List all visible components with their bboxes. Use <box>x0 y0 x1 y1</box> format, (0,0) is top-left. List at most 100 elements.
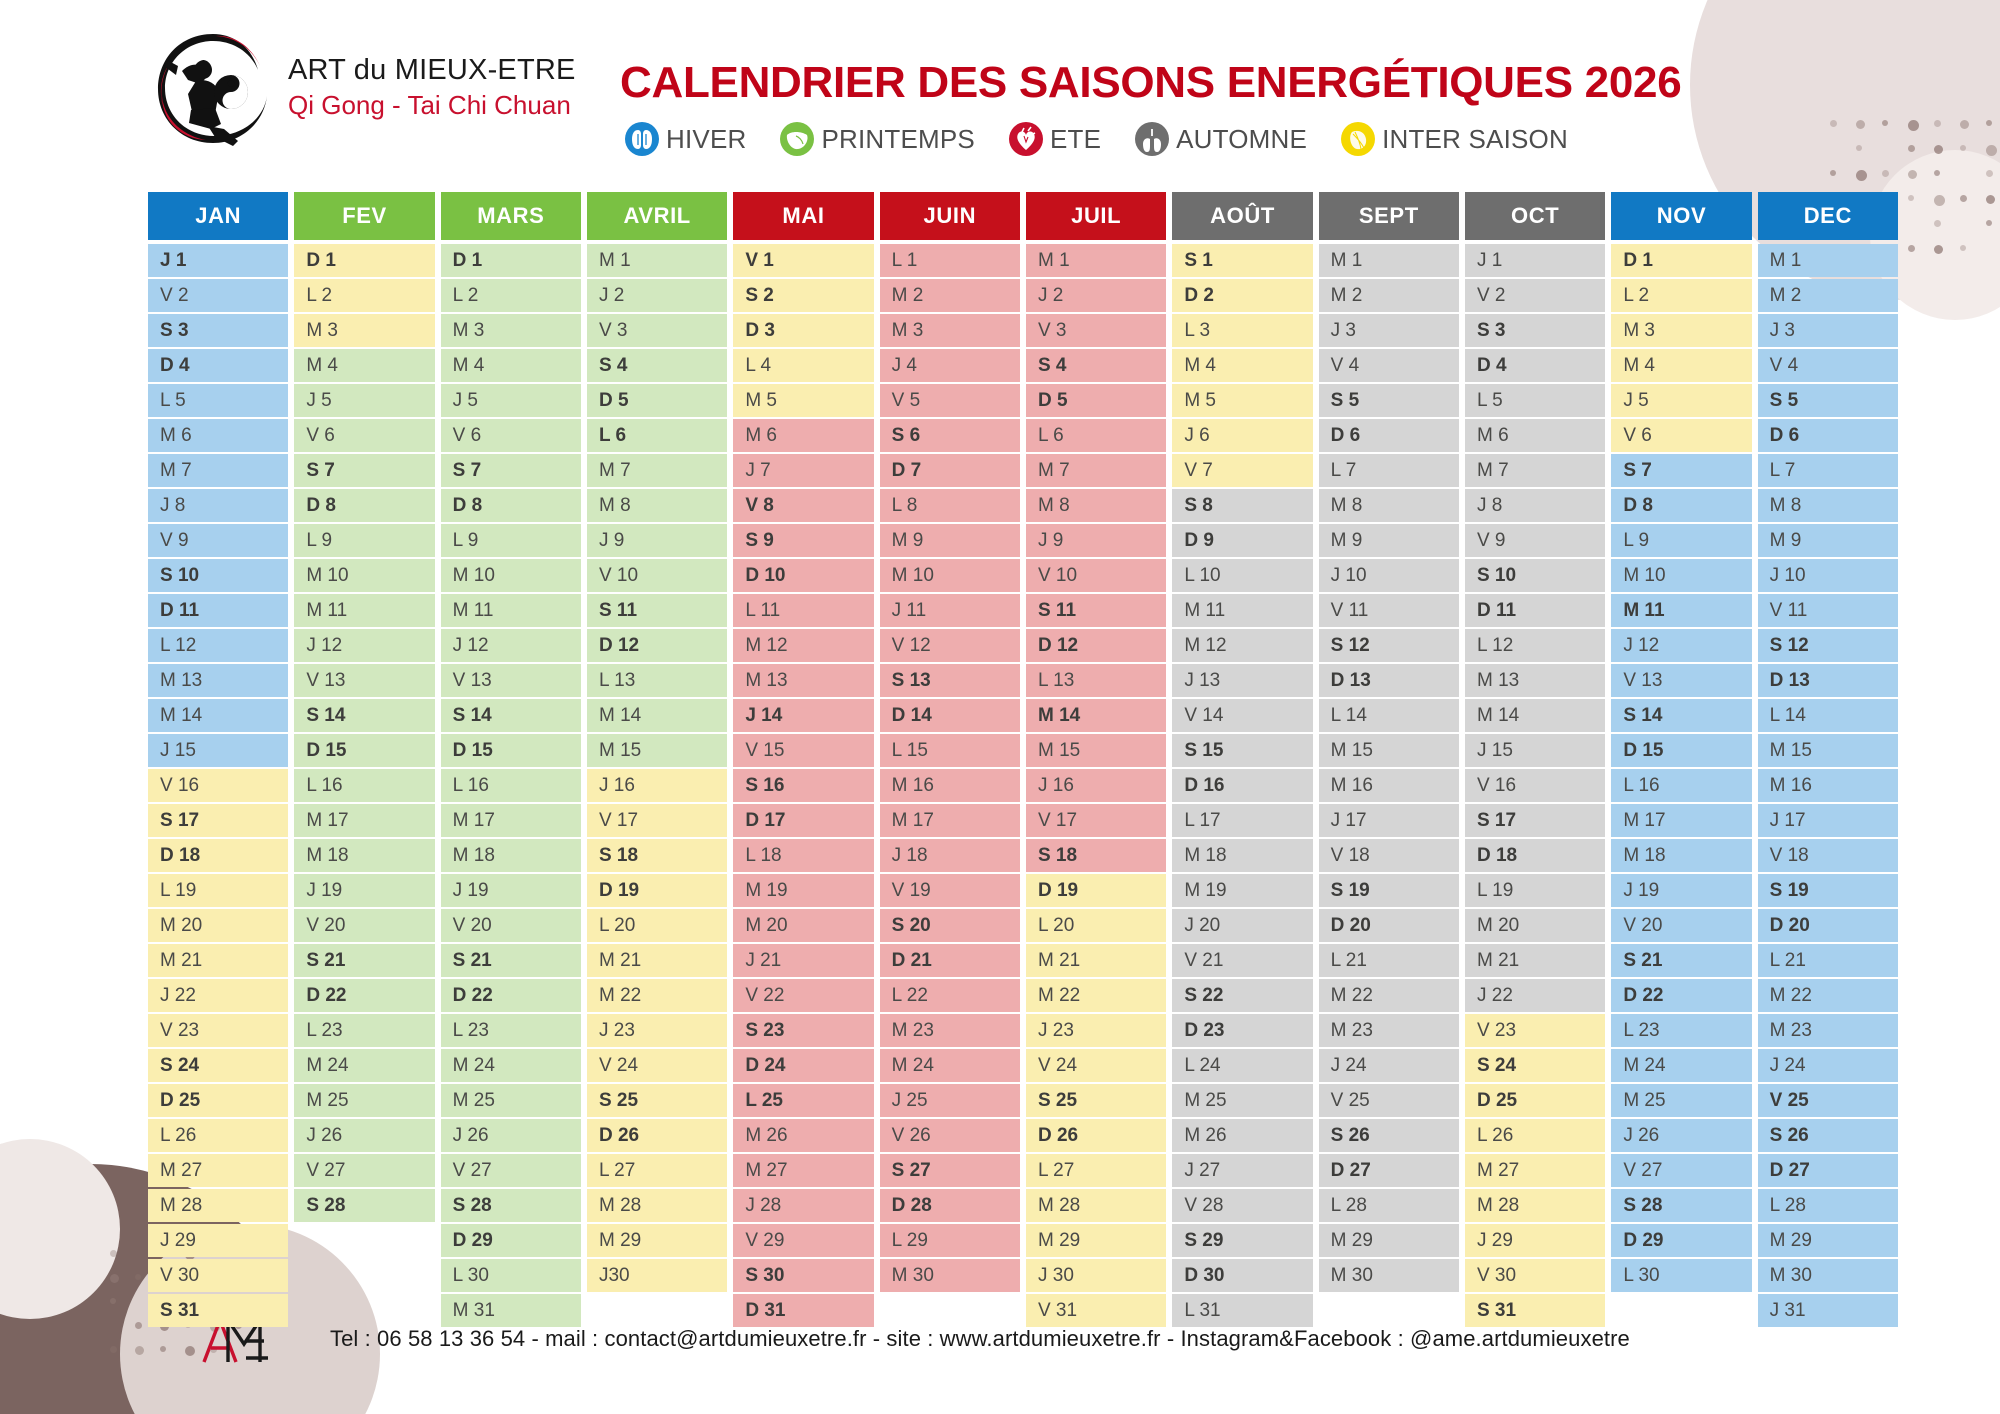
day-cell[interactable]: M 16 <box>1758 769 1898 802</box>
day-cell[interactable]: S 10 <box>148 559 288 592</box>
day-cell[interactable]: S 16 <box>733 769 873 802</box>
day-cell[interactable]: L 19 <box>148 874 288 907</box>
day-cell[interactable]: M 26 <box>1172 1119 1312 1152</box>
day-cell[interactable]: M 6 <box>733 419 873 452</box>
day-cell[interactable]: D 1 <box>294 244 434 277</box>
day-cell[interactable]: M 1 <box>1026 244 1166 277</box>
day-cell[interactable]: M 1 <box>587 244 727 277</box>
month-header-mars[interactable]: MARS <box>441 192 581 240</box>
day-cell[interactable]: M 26 <box>733 1119 873 1152</box>
day-cell[interactable]: S 6 <box>880 419 1020 452</box>
day-cell[interactable]: D 4 <box>1465 349 1605 382</box>
day-cell[interactable]: M 24 <box>1611 1049 1751 1082</box>
day-cell[interactable]: M 4 <box>294 349 434 382</box>
day-cell[interactable]: M 18 <box>441 839 581 872</box>
day-cell[interactable]: M 27 <box>148 1154 288 1187</box>
day-cell[interactable]: M 3 <box>880 314 1020 347</box>
day-cell[interactable]: D 12 <box>587 629 727 662</box>
day-cell[interactable]: L 15 <box>880 734 1020 767</box>
day-cell[interactable]: J 29 <box>1465 1224 1605 1257</box>
month-header-avril[interactable]: AVRIL <box>587 192 727 240</box>
day-cell[interactable]: M 9 <box>1319 524 1459 557</box>
day-cell[interactable]: J 30 <box>1026 1259 1166 1292</box>
day-cell[interactable]: L 14 <box>1758 699 1898 732</box>
day-cell[interactable]: D 13 <box>1758 664 1898 697</box>
day-cell[interactable]: V 27 <box>294 1154 434 1187</box>
day-cell[interactable]: L 23 <box>441 1014 581 1047</box>
day-cell[interactable]: M 20 <box>733 909 873 942</box>
day-cell[interactable]: M 10 <box>294 559 434 592</box>
day-cell[interactable]: V 2 <box>1465 279 1605 312</box>
day-cell[interactable]: J 16 <box>587 769 727 802</box>
day-cell[interactable]: D 25 <box>148 1084 288 1117</box>
day-cell[interactable]: M 4 <box>1172 349 1312 382</box>
day-cell[interactable]: M 21 <box>1026 944 1166 977</box>
day-cell[interactable]: L 2 <box>441 279 581 312</box>
day-cell[interactable]: L 19 <box>1465 874 1605 907</box>
day-cell[interactable]: V 30 <box>1465 1259 1605 1292</box>
day-cell[interactable]: V 27 <box>1611 1154 1751 1187</box>
day-cell[interactable]: S 31 <box>148 1294 288 1327</box>
day-cell[interactable]: S 21 <box>294 944 434 977</box>
day-cell[interactable]: J 19 <box>294 874 434 907</box>
day-cell[interactable]: S 19 <box>1319 874 1459 907</box>
day-cell[interactable]: J 22 <box>148 979 288 1012</box>
day-cell[interactable]: M 28 <box>148 1189 288 1222</box>
day-cell[interactable]: D 20 <box>1758 909 1898 942</box>
day-cell[interactable]: S 11 <box>587 594 727 627</box>
day-cell[interactable]: V 25 <box>1758 1084 1898 1117</box>
day-cell[interactable]: M 22 <box>1026 979 1166 1012</box>
day-cell[interactable]: S 13 <box>880 664 1020 697</box>
day-cell[interactable]: L 26 <box>148 1119 288 1152</box>
day-cell[interactable]: M 7 <box>587 454 727 487</box>
day-cell[interactable]: L 7 <box>1758 454 1898 487</box>
day-cell[interactable]: V 6 <box>1611 419 1751 452</box>
day-cell[interactable]: M 25 <box>294 1084 434 1117</box>
day-cell[interactable]: L 20 <box>1026 909 1166 942</box>
day-cell[interactable]: D 18 <box>1465 839 1605 872</box>
day-cell[interactable]: M 17 <box>441 804 581 837</box>
day-cell[interactable]: S 28 <box>294 1189 434 1222</box>
day-cell[interactable]: L 10 <box>1172 559 1312 592</box>
day-cell[interactable]: V 10 <box>1026 559 1166 592</box>
day-cell[interactable]: L 12 <box>1465 629 1605 662</box>
day-cell[interactable]: L 5 <box>148 384 288 417</box>
day-cell[interactable]: S 28 <box>1611 1189 1751 1222</box>
day-cell[interactable]: D 8 <box>1611 489 1751 522</box>
day-cell[interactable]: L 28 <box>1758 1189 1898 1222</box>
month-header-juin[interactable]: JUIN <box>880 192 1020 240</box>
day-cell[interactable]: S 7 <box>1611 454 1751 487</box>
day-cell[interactable]: J 12 <box>441 629 581 662</box>
day-cell[interactable]: M 17 <box>1611 804 1751 837</box>
day-cell[interactable]: S 27 <box>880 1154 1020 1187</box>
day-cell[interactable]: D 16 <box>1172 769 1312 802</box>
day-cell[interactable]: M 15 <box>1319 734 1459 767</box>
day-cell[interactable]: L 25 <box>733 1084 873 1117</box>
day-cell[interactable]: M 25 <box>1172 1084 1312 1117</box>
month-header-juil[interactable]: JUIL <box>1026 192 1166 240</box>
day-cell[interactable]: L 23 <box>1611 1014 1751 1047</box>
day-cell[interactable]: D 22 <box>441 979 581 1012</box>
day-cell[interactable]: J 25 <box>880 1084 1020 1117</box>
day-cell[interactable]: D 15 <box>441 734 581 767</box>
day-cell[interactable]: D 11 <box>148 594 288 627</box>
day-cell[interactable]: M 28 <box>1026 1189 1166 1222</box>
day-cell[interactable]: M 14 <box>148 699 288 732</box>
day-cell[interactable]: J 6 <box>1172 419 1312 452</box>
day-cell[interactable]: V 13 <box>1611 664 1751 697</box>
day-cell[interactable]: M 24 <box>294 1049 434 1082</box>
day-cell[interactable]: D 31 <box>733 1294 873 1327</box>
day-cell[interactable]: S 21 <box>441 944 581 977</box>
day-cell[interactable]: M 29 <box>1319 1224 1459 1257</box>
day-cell[interactable]: V 18 <box>1319 839 1459 872</box>
day-cell[interactable]: J 3 <box>1319 314 1459 347</box>
day-cell[interactable]: V 3 <box>1026 314 1166 347</box>
day-cell[interactable]: M 1 <box>1758 244 1898 277</box>
day-cell[interactable]: L 4 <box>733 349 873 382</box>
day-cell[interactable]: S 4 <box>587 349 727 382</box>
day-cell[interactable]: M 12 <box>1172 629 1312 662</box>
day-cell[interactable]: L 17 <box>1172 804 1312 837</box>
day-cell[interactable]: M 29 <box>1026 1224 1166 1257</box>
day-cell[interactable]: S 19 <box>1758 874 1898 907</box>
day-cell[interactable]: D 28 <box>880 1189 1020 1222</box>
